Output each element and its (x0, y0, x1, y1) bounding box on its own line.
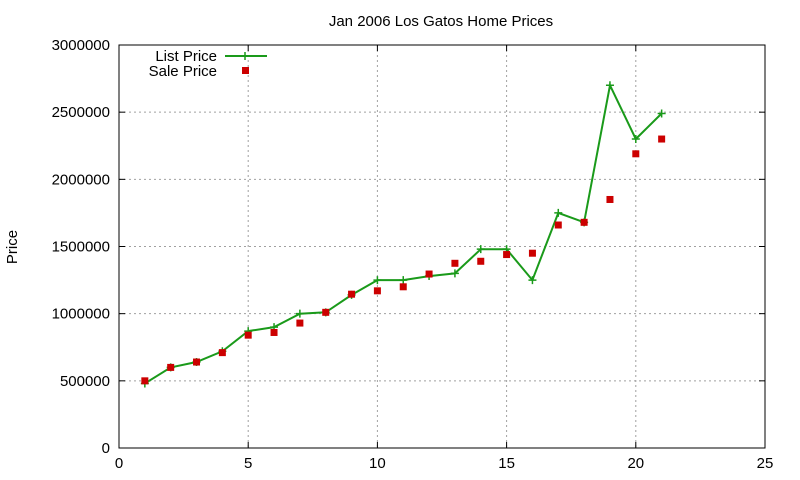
legend-marker-sale-price (242, 67, 249, 74)
sale-price-point (632, 150, 640, 158)
list-price-point (605, 81, 614, 90)
sale-price-point (348, 290, 356, 298)
x-tick-label: 15 (498, 455, 515, 472)
sale-price-point (322, 308, 330, 316)
sale-price-point (658, 135, 666, 143)
list-price-point (373, 276, 382, 285)
sale-price-point (477, 257, 485, 265)
sale-price-point (296, 319, 304, 327)
legend: List Price Sale Price (149, 48, 267, 80)
sale-price-point (167, 363, 175, 371)
list-price-point (528, 276, 537, 285)
sale-price-point (270, 328, 278, 336)
sale-price-point (425, 270, 433, 278)
sale-price-point (141, 377, 149, 385)
x-tick-label: 25 (757, 455, 774, 472)
list-price-point (295, 309, 304, 318)
x-tick-label: 0 (115, 455, 123, 472)
list-price-point (476, 245, 485, 254)
list-price-point (554, 208, 563, 217)
sale-price-point (528, 249, 536, 257)
sale-price-point (554, 221, 562, 229)
y-tick-label: 0 (102, 440, 110, 457)
sale-price-point (503, 251, 511, 259)
y-axis-label: Price (4, 230, 21, 264)
grid-lines (119, 45, 765, 448)
y-tick-label: 3000000 (52, 37, 110, 54)
sale-price-point (193, 358, 201, 366)
y-tick-label: 500000 (60, 373, 110, 390)
legend-label-sale-price: Sale Price (149, 63, 217, 80)
sale-price-point (399, 283, 407, 291)
list-price-point (450, 269, 459, 278)
x-tick-label: 5 (244, 455, 252, 472)
sale-price-point (580, 218, 588, 226)
chart-title: Jan 2006 Los Gatos Home Prices (329, 13, 553, 30)
list-price-point (399, 276, 408, 285)
sale-price-point (218, 349, 226, 357)
y-tick-label: 1000000 (52, 306, 110, 323)
legend-marker-list-price (241, 52, 249, 60)
y-tick-label: 2000000 (52, 171, 110, 188)
x-tick-label: 20 (627, 455, 644, 472)
y-tick-label: 2500000 (52, 104, 110, 121)
list-price-point (657, 109, 666, 118)
sale-price-point (606, 195, 614, 203)
x-tick-label: 10 (369, 455, 386, 472)
list-price-line (144, 82, 663, 385)
sale-price-point (451, 259, 459, 267)
legend-label-list-price: List Price (155, 48, 217, 65)
y-tick-label: 1500000 (52, 239, 110, 256)
sale-price-point (244, 331, 252, 339)
list-price-point (631, 135, 640, 144)
data-series (140, 81, 666, 388)
axis-ticks: 0 5 10 15 20 25 0 500000 1000000 1500000 2000000 25… (52, 37, 774, 472)
sale-price-point (373, 287, 381, 295)
